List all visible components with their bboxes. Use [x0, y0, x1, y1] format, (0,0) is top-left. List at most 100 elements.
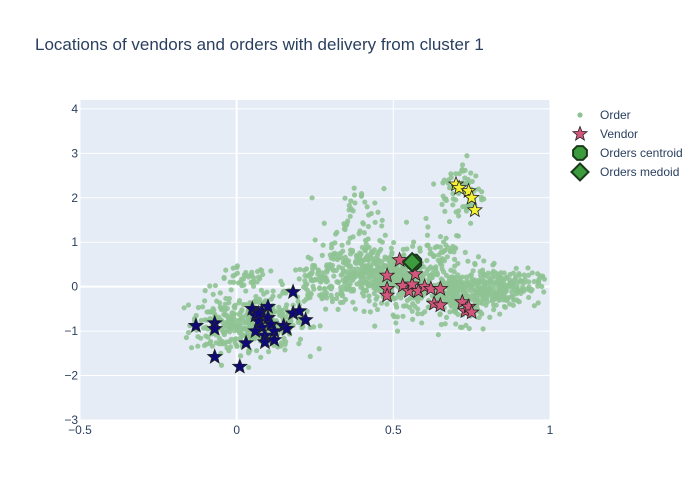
order-point: [254, 279, 260, 285]
order-point: [301, 298, 307, 304]
order-point: [230, 273, 236, 279]
order-point: [282, 347, 288, 353]
vendor-point: [463, 303, 480, 320]
order-point: [332, 250, 338, 256]
order-point: [379, 223, 385, 229]
order-point: [363, 255, 369, 261]
order-point: [415, 306, 421, 312]
order-point: [440, 249, 446, 255]
orders-medoid-marker: [401, 251, 423, 273]
order-point: [318, 278, 324, 285]
order-point: [258, 287, 265, 293]
order-point: [451, 249, 457, 255]
order-point: [450, 202, 456, 208]
order-point: [442, 208, 448, 214]
vendor-point: [463, 189, 480, 205]
order-point: [338, 290, 345, 296]
legend-item-orders-centroid[interactable]: Orders centroid: [572, 145, 683, 161]
order-point: [496, 297, 502, 303]
order-point: [319, 291, 326, 297]
order-point: [234, 342, 240, 348]
order-point: [212, 282, 218, 289]
legend-centroid-marker: [572, 145, 588, 161]
vendor-point: [266, 331, 283, 348]
order-point: [227, 329, 233, 335]
order-point: [227, 279, 233, 285]
legend-item-orders-medoid[interactable]: Orders medoid: [570, 162, 680, 182]
order-point: [362, 264, 368, 270]
order-point: [377, 280, 383, 287]
order-point: [280, 290, 286, 296]
vendor-point: [187, 317, 205, 333]
order-point: [301, 284, 307, 290]
order-point: [376, 287, 383, 294]
order-point: [321, 220, 327, 226]
order-point: [320, 242, 326, 248]
legend-item-vendor[interactable]: Vendor: [571, 125, 638, 142]
order-point: [526, 284, 532, 290]
order-point: [335, 306, 341, 312]
order-point: [371, 282, 377, 288]
order-point: [451, 269, 457, 275]
order-point: [443, 314, 450, 320]
order-point: [350, 234, 356, 240]
order-point: [316, 285, 323, 291]
order-point: [481, 290, 487, 296]
order-point: [351, 192, 358, 198]
order-point: [479, 197, 485, 203]
order-point: [358, 257, 364, 263]
order-point: [431, 252, 437, 259]
vendor-point: [291, 302, 308, 319]
order-point: [358, 192, 365, 199]
vendor-point: [206, 320, 223, 336]
vendor-point: [206, 348, 223, 364]
vendor-point: [262, 315, 280, 332]
order-point: [369, 269, 375, 275]
order-point: [253, 293, 259, 300]
order-point: [445, 245, 451, 251]
order-point: [348, 206, 354, 212]
y-tick-label: 3: [71, 146, 78, 160]
order-point: [422, 309, 428, 315]
order-point: [351, 272, 358, 279]
order-point: [311, 286, 317, 292]
order-point: [352, 200, 358, 206]
vendor-point: [450, 179, 468, 196]
order-point: [364, 204, 370, 210]
order-point: [227, 324, 234, 330]
order-point: [447, 249, 453, 255]
order-point: [493, 302, 499, 308]
order-point: [417, 248, 423, 254]
order-point: [390, 312, 396, 318]
order-point: [356, 231, 362, 237]
legend-item-order[interactable]: Order: [577, 108, 631, 122]
order-point: [220, 305, 226, 311]
order-point: [435, 332, 441, 338]
order-point: [466, 273, 473, 279]
order-point: [507, 301, 513, 307]
legend[interactable]: Order Vendor Orders centroid Orders medoid: [570, 108, 683, 182]
order-point: [453, 321, 459, 327]
order-point: [221, 331, 227, 338]
order-point: [470, 268, 476, 274]
order-point: [448, 171, 454, 177]
order-point: [456, 284, 462, 290]
order-point: [395, 269, 401, 276]
order-point: [195, 304, 201, 311]
order-point: [419, 320, 425, 326]
order-point: [460, 168, 466, 174]
x-tick-label: 0.5: [385, 423, 402, 437]
order-point: [233, 336, 239, 342]
order-point: [463, 322, 469, 328]
order-point: [335, 279, 341, 285]
order-point: [315, 271, 321, 277]
order-point: [350, 277, 356, 283]
y-tick-label: 2: [71, 191, 78, 205]
order-point: [411, 239, 417, 245]
order-point: [455, 260, 461, 267]
order-point: [466, 325, 472, 332]
order-point: [465, 258, 471, 264]
order-point: [451, 256, 458, 262]
order-point: [309, 269, 315, 275]
order-point: [250, 283, 257, 289]
